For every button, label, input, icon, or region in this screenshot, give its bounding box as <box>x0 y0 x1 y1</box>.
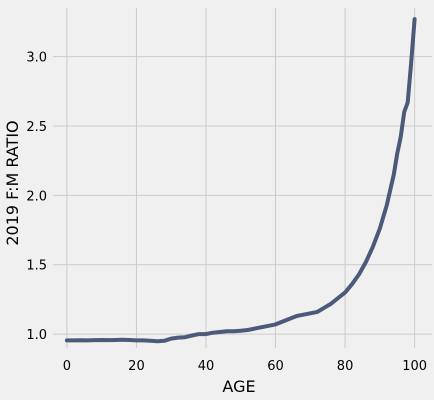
y-tick-label: 1.5 <box>26 259 47 274</box>
x-tick-label: 20 <box>128 359 145 374</box>
grid <box>53 8 432 348</box>
x-tick-label: 0 <box>63 359 71 374</box>
x-tick-label: 80 <box>337 359 354 374</box>
y-tick-label: 3.0 <box>26 51 47 66</box>
y-tick-label: 2.0 <box>26 189 47 204</box>
x-axis-label: AGE <box>222 377 255 396</box>
x-tick-label: 60 <box>267 359 284 374</box>
y-tick-label: 2.5 <box>26 120 47 135</box>
y-axis-label: 2019 F:M RATIO <box>3 120 22 245</box>
x-tick-label: 40 <box>198 359 215 374</box>
plot-area <box>64 17 417 344</box>
series-line <box>64 17 417 344</box>
tick-labels: 0 20 40 60 80 100 1.0 1.5 2.0 2.5 3.0 <box>26 51 427 374</box>
x-tick-label: 100 <box>402 359 427 374</box>
y-tick-label: 1.0 <box>26 328 47 343</box>
